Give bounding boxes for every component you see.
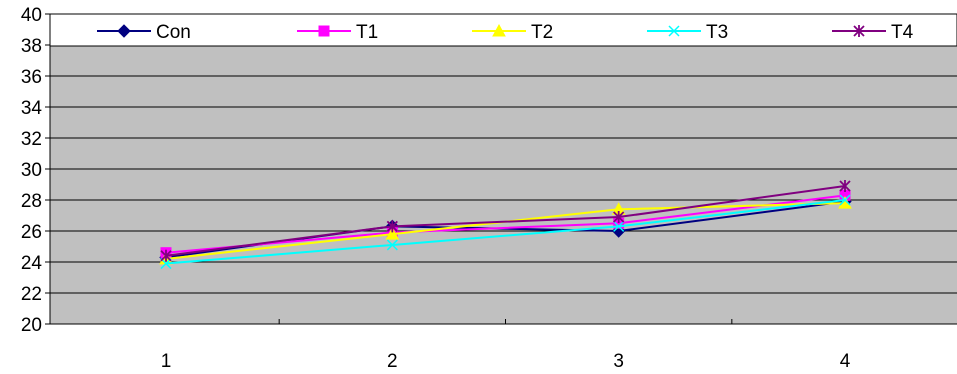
legend-entry-con: Con (97, 22, 191, 43)
legend-marker (117, 24, 131, 38)
data-point-marker (839, 194, 851, 206)
data-point-marker (386, 220, 398, 233)
series-line (165, 185, 846, 257)
series-line (165, 199, 846, 265)
data-point-marker (385, 227, 400, 240)
legend: Con T1 T2 T3 T4 (49, 13, 957, 47)
series-line (165, 194, 846, 254)
x-tick-label: 2 (387, 351, 398, 372)
legend-entry-t1: T1 (297, 22, 378, 43)
y-tick-label: 26 (21, 222, 42, 243)
data-point-marker (839, 180, 851, 193)
legend-label: T3 (706, 22, 728, 43)
data-point-marker (160, 249, 172, 262)
legend-marker (318, 25, 330, 37)
x-tick-label: 3 (613, 351, 624, 372)
y-tick-label: 40 (21, 5, 42, 26)
legend-entry-t3: T3 (647, 22, 728, 43)
y-tick-label: 20 (21, 315, 42, 336)
y-axis-ticks: 20 22 24 26 28 30 32 34 36 38 40 (21, 5, 50, 336)
x-tick-label: 1 (161, 351, 172, 372)
y-tick-label: 32 (21, 129, 42, 150)
legend-entry-t2: T2 (472, 22, 553, 43)
data-point-marker (386, 239, 398, 251)
legend-entry-t4: T4 (832, 22, 914, 43)
data-point-marker (613, 220, 625, 232)
x-axis-ticks: 1 2 3 4 (161, 319, 851, 372)
legend-label: T1 (356, 22, 378, 43)
series-t3 (160, 194, 851, 270)
legend-marker (853, 25, 865, 37)
y-tick-label: 24 (21, 253, 43, 274)
legend-label: T2 (531, 22, 553, 43)
y-tick-label: 36 (21, 67, 42, 88)
y-tick-label: 30 (21, 160, 42, 181)
series-t4 (160, 180, 851, 262)
series-group (159, 180, 852, 270)
data-point-marker (613, 211, 625, 224)
legend-marker (492, 23, 506, 37)
legend-label: Con (156, 22, 191, 43)
legend-marker (668, 25, 680, 37)
y-tick-label: 38 (21, 36, 42, 57)
y-tick-label: 22 (21, 284, 42, 305)
x-tick-label: 4 (840, 351, 851, 372)
y-tick-label: 34 (21, 98, 43, 119)
y-tick-label: 28 (21, 191, 42, 212)
legend-label: T4 (891, 22, 914, 43)
